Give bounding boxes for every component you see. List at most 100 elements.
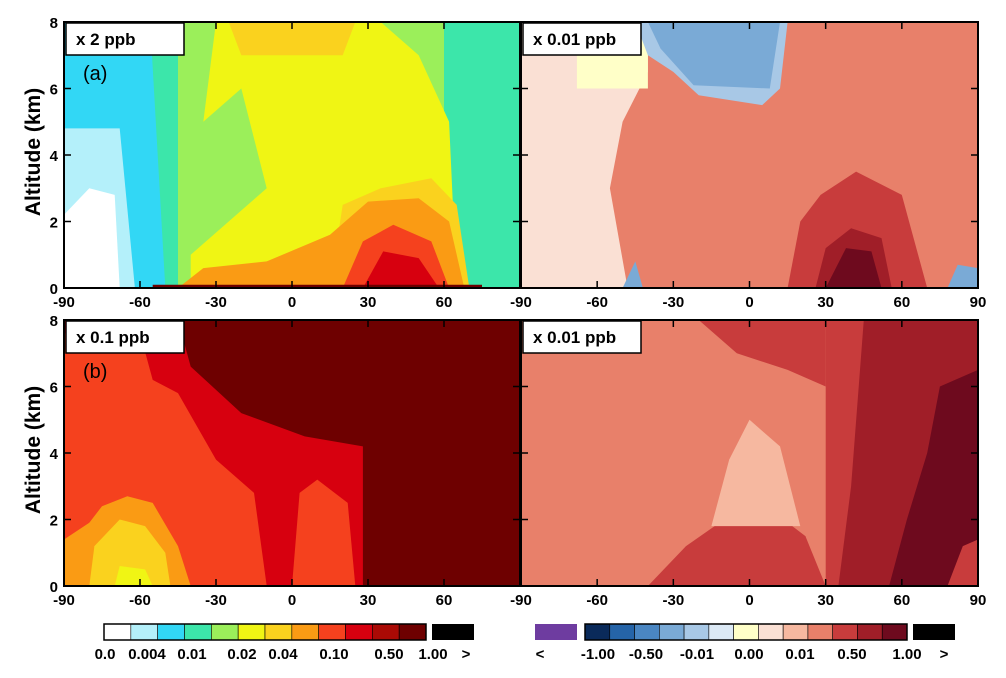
axes-layer: -90 -60 -30 0 30 60 0 2 4 6 8 x 2 ppb -90 -60 -30 0 30 60… bbox=[50, 15, 987, 609]
text-layer: Altitude (km) Altitude (km) (a) (b) bbox=[22, 63, 107, 514]
colorbar-label: > bbox=[940, 646, 949, 663]
x-tick-label: 30 bbox=[360, 294, 377, 311]
panel-3: -90 -60 -30 0 30 60 0 2 4 6 8 x 0.1 ppb bbox=[50, 313, 521, 609]
colorbar-swatch bbox=[857, 623, 883, 641]
colorbar-label: 1.00 bbox=[892, 646, 921, 663]
colorbar-over-swatch bbox=[432, 624, 474, 640]
x-tick-label: 60 bbox=[436, 592, 453, 609]
heatmap-region bbox=[947, 539, 978, 586]
scale-label: x 0.01 ppb bbox=[533, 30, 616, 49]
colorbar-swatch bbox=[184, 623, 212, 641]
colorbar-swatch bbox=[291, 623, 319, 641]
y-tick-label: 0 bbox=[50, 579, 58, 596]
colorbar-swatch bbox=[211, 623, 239, 641]
colorbar-under-swatch bbox=[535, 624, 577, 640]
panel-1: -90 -60 -30 0 30 60 0 2 4 6 8 x 2 ppb bbox=[50, 15, 521, 311]
heatmap-region bbox=[228, 22, 356, 56]
colorbar-label: 0.004 bbox=[128, 646, 166, 663]
colorbar-label: -0.50 bbox=[629, 646, 663, 663]
colorbar-label: 0.01 bbox=[785, 646, 814, 663]
x-tick-label: 30 bbox=[817, 592, 834, 609]
colorbar-label: 0.10 bbox=[319, 646, 348, 663]
y-tick-label: 8 bbox=[50, 313, 58, 330]
y-tick-label: 4 bbox=[50, 446, 59, 463]
x-tick-label: -30 bbox=[205, 294, 227, 311]
scale-label: x 2 ppb bbox=[76, 30, 136, 49]
colorbar-label: 0.50 bbox=[374, 646, 403, 663]
colorbar-swatch bbox=[733, 623, 759, 641]
y-tick-label: 2 bbox=[50, 215, 58, 232]
colorbar-label: 1.00 bbox=[418, 646, 447, 663]
x-tick-label: 60 bbox=[436, 294, 453, 311]
heatmap-region bbox=[698, 320, 826, 387]
x-tick-label: 60 bbox=[893, 592, 910, 609]
colorbar-swatch bbox=[345, 623, 373, 641]
heatmap-region bbox=[787, 171, 928, 288]
colorbar-swatch bbox=[807, 623, 833, 641]
heatmap-region bbox=[89, 519, 171, 586]
x-tick-label: 30 bbox=[817, 294, 834, 311]
colorbar-swatch bbox=[318, 623, 346, 641]
colorbar-swatch bbox=[832, 623, 858, 641]
colorbar-label: 0.0 bbox=[95, 646, 116, 663]
colorbar-label: 0.01 bbox=[177, 646, 206, 663]
colorbar-swatch bbox=[609, 623, 635, 641]
x-tick-label: 60 bbox=[893, 294, 910, 311]
x-tick-label: 0 bbox=[288, 294, 296, 311]
scale-label-box bbox=[522, 22, 642, 56]
colorbar-swatch bbox=[683, 623, 710, 641]
colorbar-label: -1.00 bbox=[581, 646, 615, 663]
y-axis-label-bottom: Altitude (km) bbox=[22, 386, 45, 514]
x-tick-label: -30 bbox=[662, 294, 684, 311]
x-tick-label: -90 bbox=[510, 294, 532, 311]
x-tick-label: 0 bbox=[288, 592, 296, 609]
x-tick-label: -30 bbox=[205, 592, 227, 609]
heatmap-region bbox=[825, 248, 882, 288]
x-tick-label: -90 bbox=[510, 592, 532, 609]
colorbar-swatch bbox=[782, 623, 809, 641]
x-tick-label: -30 bbox=[662, 592, 684, 609]
colorbar-diverging: < -1.00 -0.50 -0.01 0.00 0.01 0.50 1.00 > bbox=[535, 623, 955, 663]
heatmap-field-3 bbox=[64, 320, 520, 586]
heatmap-field-2 bbox=[521, 22, 978, 288]
y-tick-label: 0 bbox=[50, 281, 58, 298]
y-tick-label: 6 bbox=[50, 82, 58, 99]
colorbar-frame bbox=[584, 623, 908, 641]
x-tick-label: 0 bbox=[745, 592, 753, 609]
colorbar-over-swatch bbox=[913, 624, 955, 640]
colorbar-label: < bbox=[536, 646, 545, 663]
colorbar-label: > bbox=[462, 646, 471, 663]
scale-label: x 0.1 ppb bbox=[76, 328, 150, 347]
colorbar-sequential: 0.0 0.004 0.01 0.02 0.04 0.10 0.50 1.00 > bbox=[95, 623, 474, 663]
heatmap-region bbox=[647, 22, 780, 89]
heatmap-region bbox=[947, 264, 978, 288]
colorbar-swatch bbox=[157, 623, 185, 641]
x-tick-label: -60 bbox=[586, 294, 608, 311]
colorbar-swatch bbox=[372, 623, 400, 641]
heatmap-field-4 bbox=[521, 320, 978, 586]
colorbar-swatch bbox=[130, 623, 158, 641]
heatmap-region bbox=[444, 22, 520, 288]
heatmap-region bbox=[292, 479, 356, 586]
colorbar-swatch bbox=[659, 623, 685, 641]
y-tick-label: 2 bbox=[50, 513, 58, 530]
colorbar-swatch bbox=[881, 623, 908, 641]
heatmap-region bbox=[362, 251, 439, 288]
colorbar-swatch bbox=[237, 623, 266, 641]
colorbar-label: 0.02 bbox=[227, 646, 256, 663]
scale-label-box bbox=[522, 320, 642, 354]
panel-2: -90 -60 -30 0 30 60 90 x 0.01 ppb bbox=[510, 21, 987, 311]
x-tick-label: -60 bbox=[586, 592, 608, 609]
heatmap-field-1 bbox=[64, 22, 520, 288]
colorbar-swatch bbox=[398, 623, 427, 641]
x-tick-label: -60 bbox=[129, 294, 151, 311]
heatmap-region bbox=[114, 566, 153, 586]
panel-label-a: (a) bbox=[83, 63, 107, 85]
colorbar-swatch bbox=[584, 623, 611, 641]
x-tick-label: 90 bbox=[970, 294, 987, 311]
heatmap-layer bbox=[64, 22, 978, 586]
y-tick-label: 8 bbox=[50, 15, 58, 32]
x-tick-label: 30 bbox=[360, 592, 377, 609]
colorbar-label: 0.50 bbox=[837, 646, 866, 663]
